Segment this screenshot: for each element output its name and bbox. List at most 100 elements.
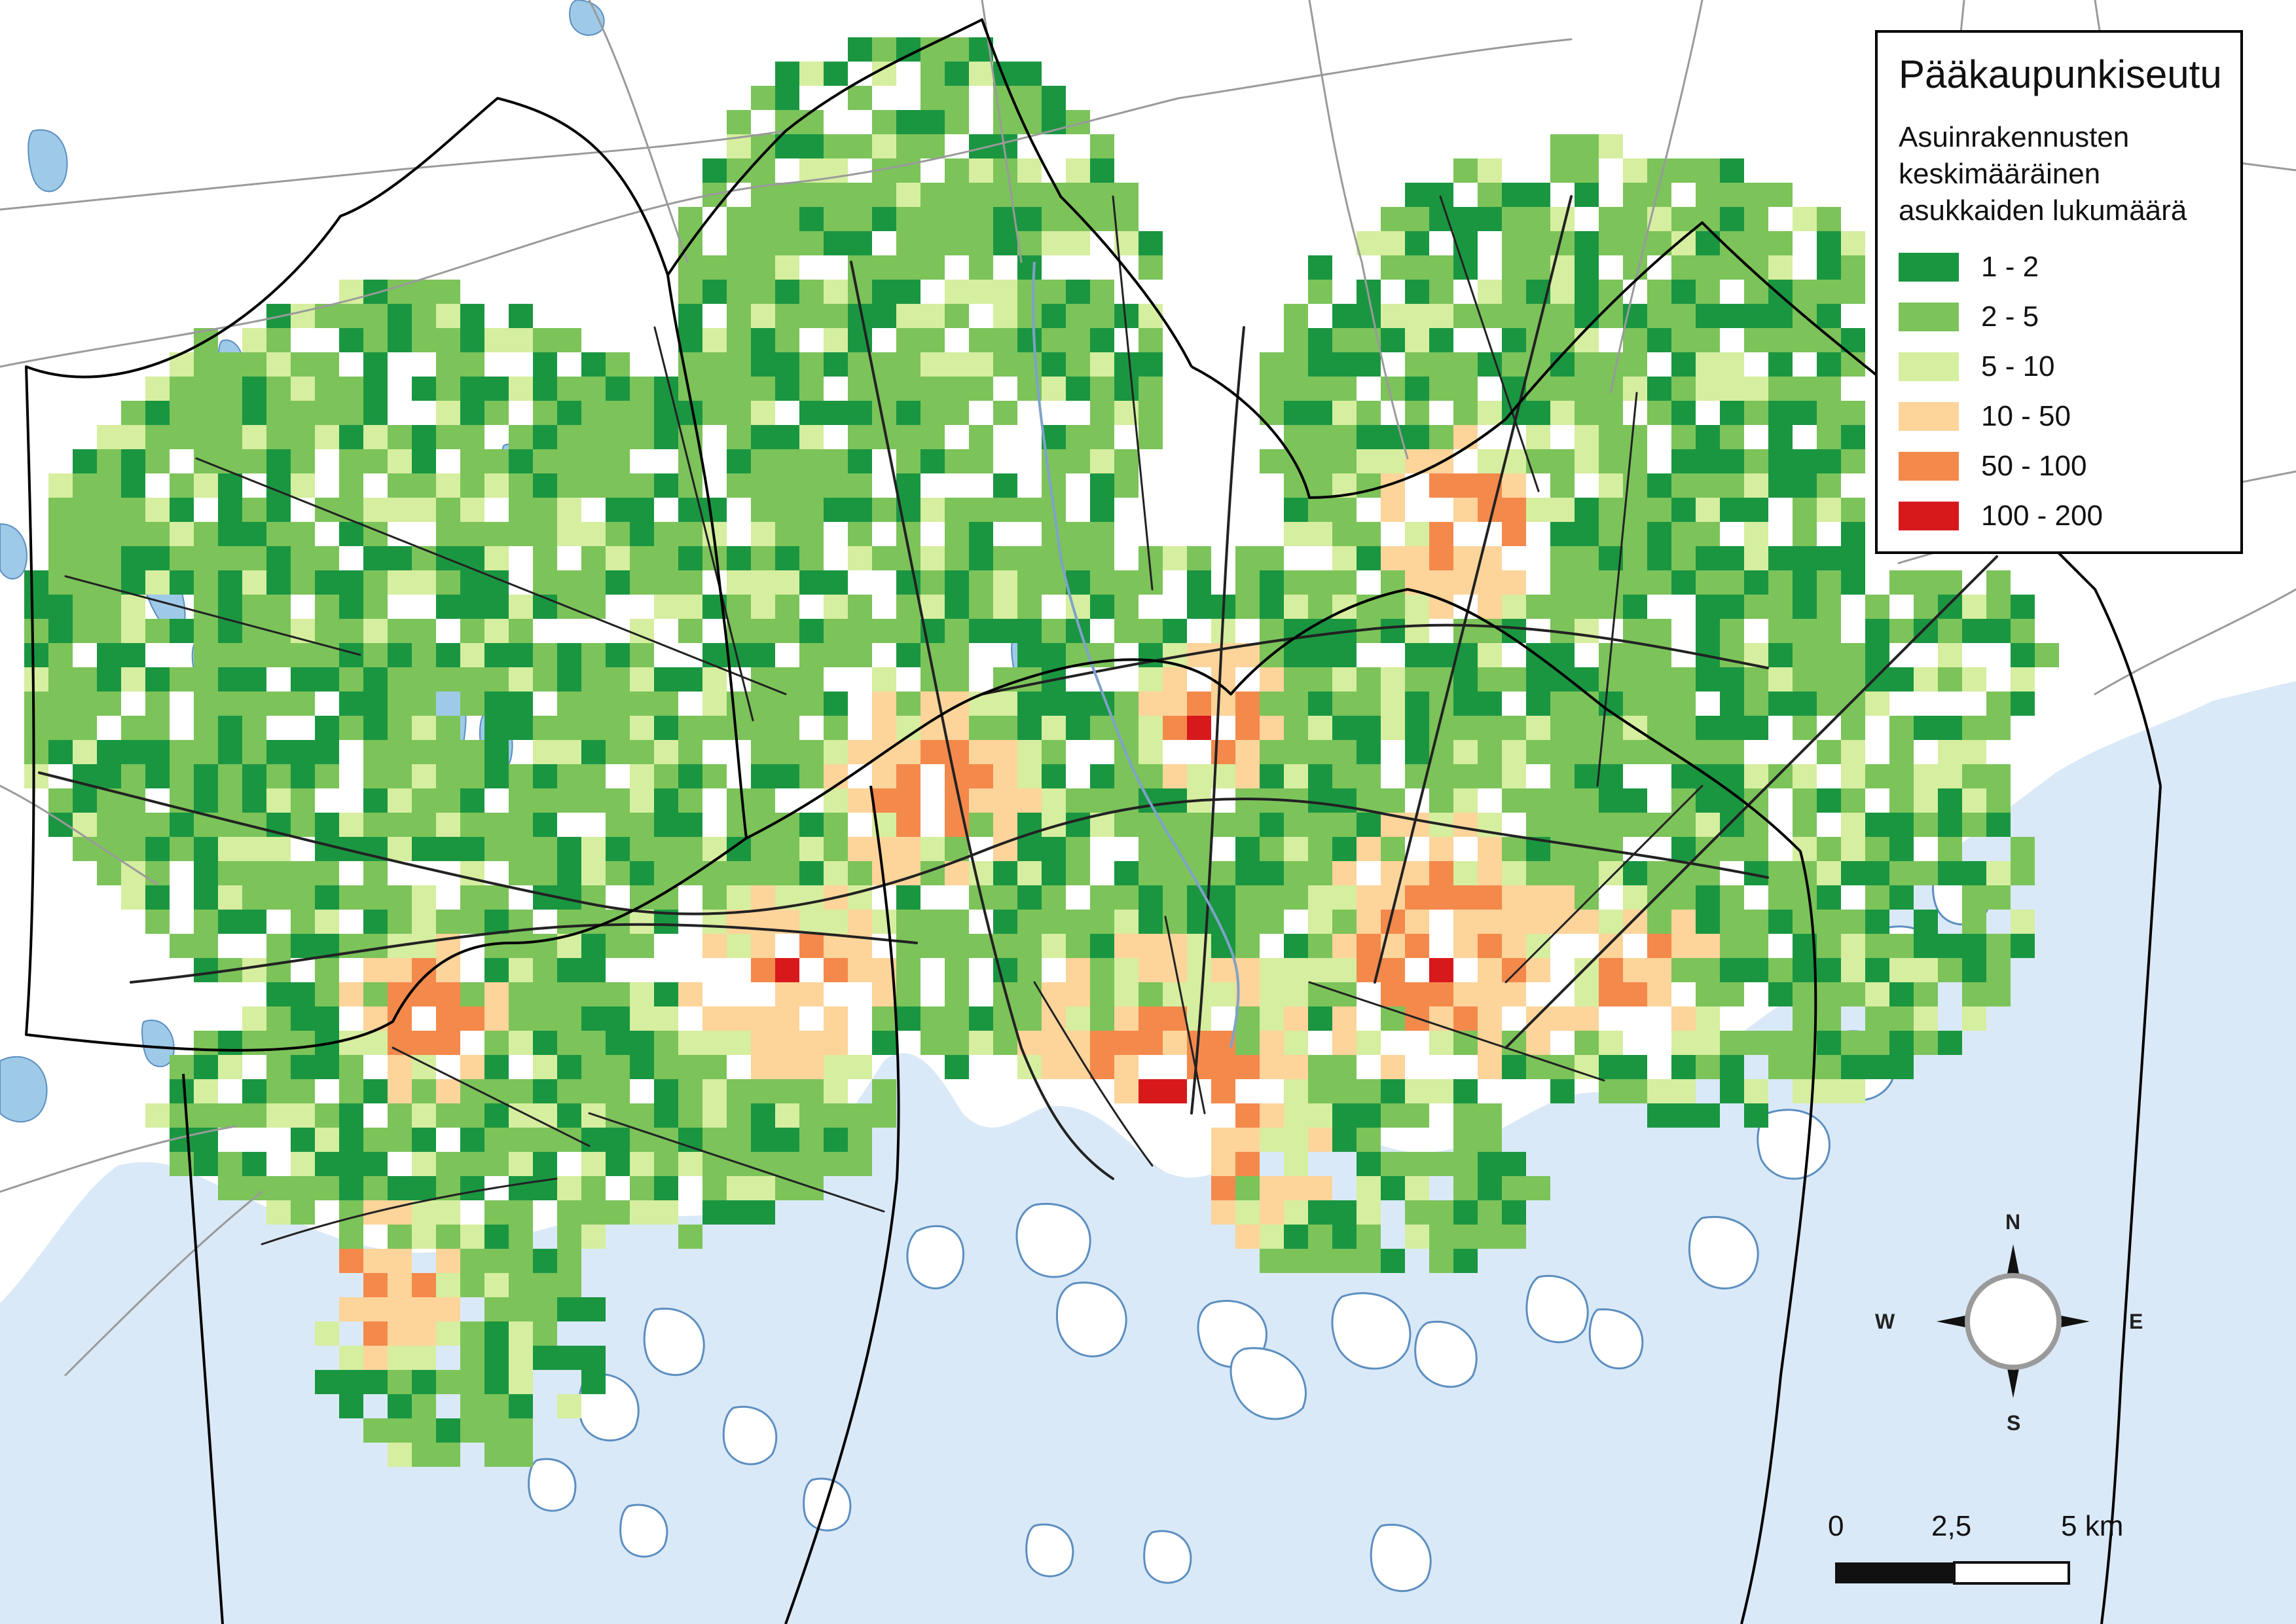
- grid-cell: [1914, 667, 1938, 692]
- grid-cell: [1914, 910, 1938, 934]
- grid-cell: [1696, 619, 1720, 643]
- grid-cell: [1139, 255, 1163, 280]
- grid-cell: [1429, 1152, 1453, 1176]
- grid-cell: [872, 183, 896, 207]
- grid-cell: [678, 570, 702, 595]
- grid-cell: [824, 280, 848, 304]
- grid-cell: [1696, 425, 1720, 449]
- grid-cell: [872, 619, 896, 643]
- grid-cell: [993, 692, 1017, 716]
- grid-cell: [896, 231, 920, 255]
- grid-cell: [1332, 861, 1357, 885]
- grid-cell: [388, 910, 412, 934]
- grid-cell: [775, 982, 799, 1006]
- grid-cell: [388, 716, 412, 740]
- grid-cell: [533, 522, 557, 546]
- grid-cell: [1889, 885, 1914, 910]
- grid-cell: [194, 377, 218, 401]
- grid-cell: [1260, 570, 1284, 595]
- grid-cell: [824, 1006, 848, 1031]
- grid-cell: [606, 570, 630, 595]
- grid-cell: [993, 861, 1017, 885]
- grid-cell: [1260, 1031, 1284, 1055]
- grid-cell: [1381, 498, 1405, 522]
- grid-cell: [727, 934, 751, 958]
- grid-cell: [1647, 619, 1671, 643]
- grid-cell: [678, 473, 702, 498]
- grid-cell: [412, 1152, 436, 1176]
- grid-cell: [1017, 692, 1042, 716]
- grid-cell: [1889, 740, 1914, 764]
- grid-cell: [1817, 449, 1841, 473]
- grid-cell: [1235, 934, 1260, 958]
- grid-cell: [1114, 885, 1139, 910]
- compass-circle: [1965, 1273, 2062, 1370]
- grid-cell: [145, 764, 170, 788]
- grid-cell: [1768, 910, 1793, 934]
- grid-cell: [1647, 861, 1671, 885]
- grid-cell: [266, 1079, 291, 1103]
- grid-cell: [1865, 934, 1889, 958]
- grid-cell: [727, 716, 751, 740]
- grid-cell: [1429, 1200, 1453, 1225]
- grid-cell: [1865, 982, 1889, 1006]
- grid-cell: [1914, 788, 1938, 813]
- grid-cell: [1720, 207, 1744, 231]
- grid-cell: [872, 1103, 896, 1128]
- grid-cell: [1308, 280, 1332, 304]
- grid-cell: [1381, 304, 1405, 328]
- grid-cell: [1526, 934, 1550, 958]
- grid-cell: [1114, 1006, 1139, 1031]
- grid-cell: [1550, 885, 1575, 910]
- grid-cell: [1405, 1103, 1429, 1128]
- grid-cell: [1817, 304, 1841, 328]
- grid-cell: [24, 740, 48, 764]
- grid-cell: [339, 425, 363, 449]
- grid-cell: [702, 934, 727, 958]
- grid-cell: [1017, 328, 1042, 352]
- grid-cell: [775, 328, 799, 352]
- grid-cell: [509, 643, 533, 667]
- grid-cell: [315, 425, 339, 449]
- grid-cell: [606, 1031, 630, 1055]
- grid-cell: [993, 473, 1017, 498]
- grid-cell: [654, 837, 678, 861]
- grid-cell: [242, 667, 266, 692]
- grid-cell: [727, 255, 751, 280]
- grid-cell: [388, 1103, 412, 1128]
- grid-cell: [606, 788, 630, 813]
- grid-cell: [339, 1225, 363, 1249]
- grid-cell: [1599, 861, 1623, 885]
- grid-cell: [339, 1176, 363, 1200]
- grid-cell: [460, 304, 484, 328]
- grid-cell: [1139, 1006, 1163, 1031]
- grid-cell: [315, 546, 339, 570]
- grid-cell: [1696, 788, 1720, 813]
- grid-cell: [630, 716, 654, 740]
- grid-cell: [509, 764, 533, 788]
- grid-cell: [73, 619, 97, 643]
- grid-cell: [1502, 522, 1526, 546]
- grid-cell: [1308, 910, 1332, 934]
- grid-cell: [1017, 158, 1042, 183]
- grid-cell: [363, 716, 388, 740]
- grid-cell: [2011, 667, 2035, 692]
- grid-cell: [1114, 1079, 1139, 1103]
- grid-cell: [363, 619, 388, 643]
- grid-cell: [1841, 1079, 1865, 1103]
- grid-cell: [1235, 885, 1260, 910]
- grid-cell: [751, 304, 775, 328]
- grid-cell: [1114, 449, 1139, 473]
- grid-cell: [509, 1200, 533, 1225]
- grid-cell: [218, 401, 242, 425]
- grid-cell: [1235, 1006, 1260, 1031]
- grid-cell: [1478, 982, 1502, 1006]
- grid-cell: [1914, 813, 1938, 837]
- grid-cell: [1575, 134, 1599, 158]
- grid-cell: [945, 401, 969, 425]
- grid-cell: [1720, 837, 1744, 861]
- grid-cell: [436, 1418, 460, 1443]
- grid-cell: [1599, 740, 1623, 764]
- grid-cell: [1647, 304, 1671, 328]
- grid-cell: [1478, 158, 1502, 183]
